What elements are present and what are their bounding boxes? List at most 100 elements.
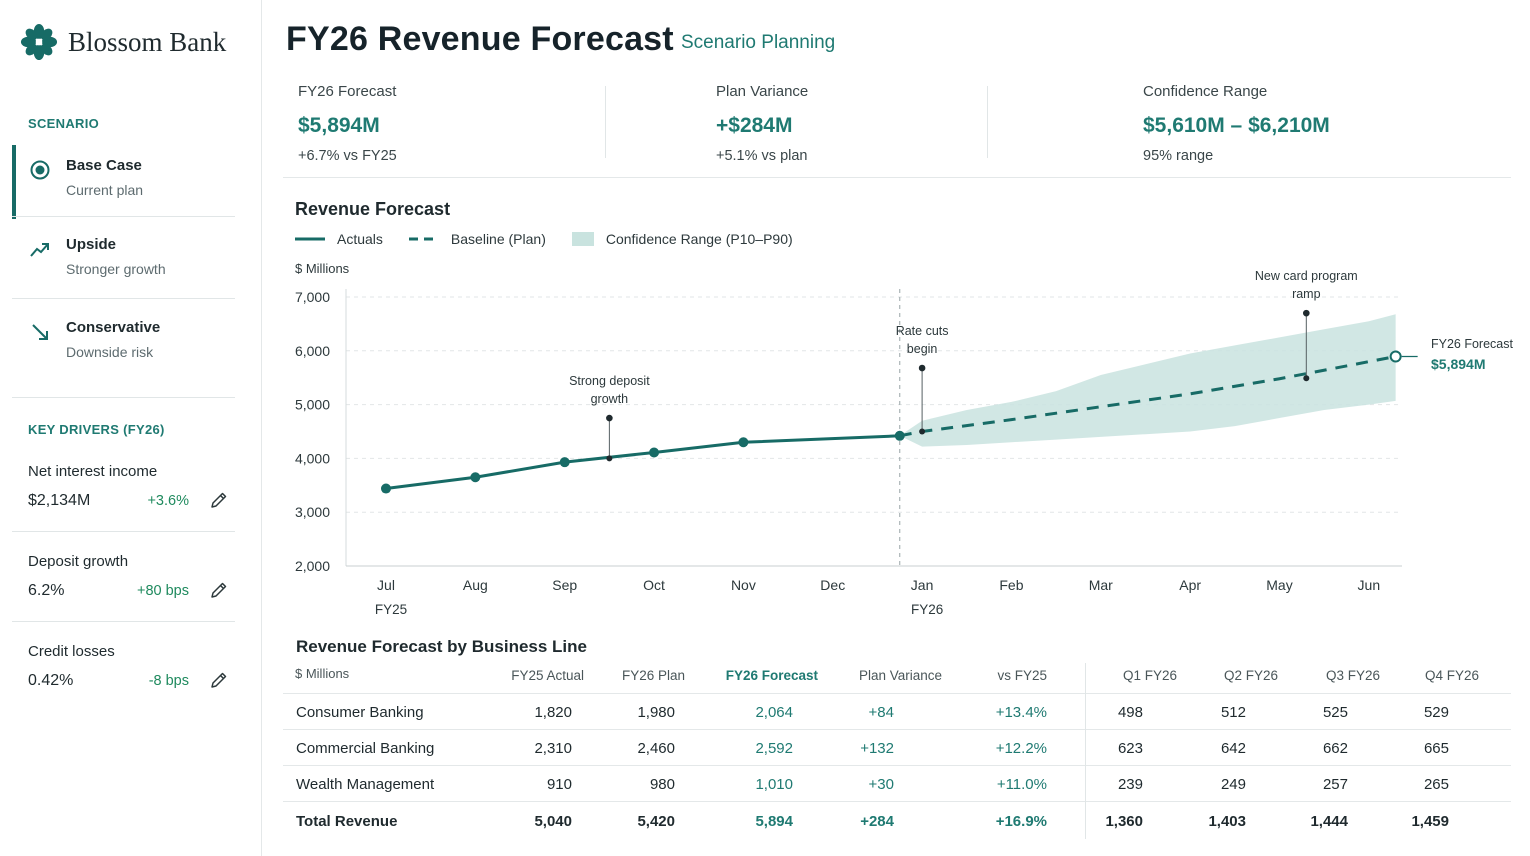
y-tick-label: 6,000	[295, 343, 330, 359]
legend-item-range: Confidence Range (P10–P90)	[571, 231, 793, 247]
scenario-title: Conservative	[66, 319, 161, 336]
scenario-base-case[interactable]: Base Case Current plan	[12, 145, 235, 219]
x-tick-label: Dec	[820, 577, 845, 593]
divider	[12, 621, 235, 622]
cell: 512	[1220, 704, 1246, 721]
annotation-anchor	[919, 428, 926, 435]
y-tick-label: 3,000	[295, 504, 330, 520]
pencil-icon[interactable]	[209, 580, 229, 600]
column-header: FY26 Plan	[621, 668, 685, 683]
annotation-label: ramp	[1292, 287, 1321, 301]
x-tick-label: Jul	[377, 577, 395, 593]
driver-deposit-growth: Deposit growth 6.2% +80 bps	[28, 553, 233, 623]
divider	[12, 298, 235, 299]
table-row: Consumer Banking 1,820 1,980 2,064 +84 +…	[283, 694, 1511, 730]
sidebar: Blossom Bank SCENARIO Base Case Current …	[0, 0, 262, 856]
driver-delta: -8 bps	[148, 673, 189, 689]
driver-delta: +3.6%	[147, 493, 189, 509]
trend-down-icon	[32, 324, 48, 340]
kpi-sub: 95% range	[1143, 148, 1214, 164]
annotation-label: growth	[591, 392, 629, 406]
kpi-value: $5,610M – $6,210M	[1143, 114, 1330, 137]
cell: +84	[868, 704, 894, 721]
scenario-title: Base Case	[66, 157, 142, 174]
row-line	[283, 729, 1511, 730]
x-tick-label: May	[1266, 577, 1292, 593]
cell: 5,420	[637, 813, 675, 830]
cell: 525	[1322, 704, 1348, 721]
driver-value: 0.42%	[28, 672, 74, 689]
scenario-upside[interactable]: Upside Stronger growth	[12, 224, 235, 298]
legend-label: Actuals	[337, 231, 383, 247]
column-header: vs FY25	[997, 668, 1047, 683]
column-header: Q4 FY26	[1424, 668, 1479, 683]
cell: 2,064	[755, 704, 793, 721]
pencil-icon[interactable]	[209, 490, 229, 510]
drivers-section-label: KEY DRIVERS (FY26)	[28, 422, 165, 437]
column-header: Plan Variance	[858, 668, 942, 683]
annotation-marker	[606, 414, 613, 422]
annotation-label: Rate cuts	[896, 324, 949, 338]
driver-credit-losses: Credit losses 0.42% -8 bps	[28, 643, 233, 713]
row-line	[283, 765, 1511, 766]
x-tick-label: Apr	[1179, 577, 1201, 593]
annotation-anchor	[606, 455, 613, 462]
page-subtitle: Scenario Planning	[681, 32, 836, 53]
endpoint-title: FY26 Forecast	[1431, 337, 1514, 351]
blossom-logo-icon	[20, 23, 58, 61]
cell: 239	[1117, 776, 1143, 793]
scenario-conservative[interactable]: Conservative Downside risk	[12, 307, 235, 381]
column-header: Q2 FY26	[1223, 668, 1278, 683]
x-tick-label: Mar	[1089, 577, 1113, 593]
driver-name: Net interest income	[28, 463, 158, 480]
actuals-line	[385, 434, 900, 491]
legend-swatch-band	[571, 232, 594, 246]
driver-net-interest-income: Net interest income $2,134M +3.6%	[28, 463, 233, 533]
kpi-confidence-range: Confidence Range $5,610M – $6,210M 95% r…	[1143, 83, 1330, 164]
x-tick-label: Jun	[1358, 577, 1381, 593]
divider	[12, 397, 235, 398]
cell: 1,459	[1411, 813, 1449, 830]
kpi-label: Confidence Range	[1143, 83, 1268, 100]
legend-label: Baseline (Plan)	[450, 231, 546, 247]
kpi-sub: +5.1% vs plan	[716, 148, 808, 164]
brand-name: Blossom Bank	[68, 26, 227, 57]
cell: 249	[1220, 776, 1246, 793]
pencil-icon[interactable]	[209, 670, 229, 690]
radio-selected-icon	[30, 160, 50, 180]
confidence-band	[899, 314, 1396, 447]
endpoint-marker	[1389, 350, 1402, 363]
table-row: Commercial Banking 2,310 2,460 2,592 +13…	[283, 730, 1511, 766]
table-row-total: Total Revenue 5,040 5,420 5,894 +284 +16…	[283, 803, 1511, 839]
cell: +11.0%	[996, 776, 1047, 793]
legend-item-actuals: Actuals	[295, 231, 383, 247]
period-label: FY25	[375, 602, 407, 617]
legend-swatch-dashed	[408, 237, 439, 241]
table-row: Wealth Management 910 980 1,010 +30 +11.…	[283, 766, 1511, 802]
cell: 1,360	[1105, 813, 1143, 830]
annotation-label: Strong deposit	[569, 374, 650, 388]
cell: 980	[649, 776, 675, 793]
table-units: $ Millions	[295, 666, 350, 681]
period-label: FY26	[911, 602, 943, 617]
chart-units: $ Millions	[295, 261, 350, 276]
legend-item-baseline: Baseline (Plan)	[408, 231, 546, 247]
cell: 257	[1322, 776, 1348, 793]
cell: 910	[546, 776, 572, 793]
actuals-point	[649, 447, 660, 458]
column-header: FY25 Actual	[511, 668, 584, 683]
cell: +12.2%	[995, 740, 1047, 757]
cell: +13.4%	[995, 704, 1047, 721]
actuals-point	[470, 472, 481, 483]
driver-value: $2,134M	[28, 492, 91, 509]
cell: 1,820	[534, 704, 572, 721]
table-title: Revenue Forecast by Business Line	[296, 637, 587, 656]
actuals-point	[894, 430, 905, 441]
x-tick-label: Aug	[463, 577, 488, 593]
trend-up-icon	[30, 243, 49, 257]
cell: 662	[1322, 740, 1348, 757]
y-tick-label: 4,000	[295, 450, 330, 466]
annotation-label: begin	[907, 342, 938, 356]
table-header-line	[283, 693, 1511, 694]
page-title: FY26 Revenue Forecast	[286, 20, 674, 58]
